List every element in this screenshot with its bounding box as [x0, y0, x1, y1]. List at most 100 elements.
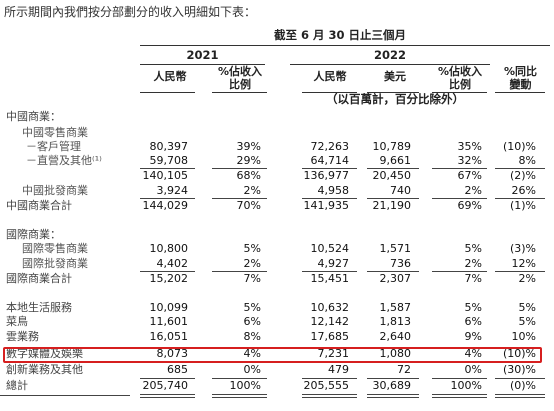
- cell-c2: 8%: [243, 330, 261, 343]
- cell-c4: 2,640: [379, 330, 412, 343]
- total-double-underline: [302, 394, 357, 395]
- row-label: 國際商業：: [6, 228, 61, 241]
- total-double-underline: [432, 397, 487, 398]
- col-growth-line1: %同比: [503, 65, 538, 78]
- cell-c4: 1,080: [379, 347, 412, 360]
- cell-c4: 9,661: [379, 154, 412, 167]
- subtotal-line: [302, 271, 357, 272]
- row-label: 創新業務及其他: [6, 363, 83, 376]
- cell-c1: 16,051: [149, 330, 189, 343]
- cell-c1: 685: [167, 363, 188, 376]
- subtotal-line: [367, 198, 419, 199]
- cell-c3: 141,935: [303, 199, 350, 212]
- cell-c1: 11,601: [149, 315, 189, 328]
- cell-c5: 35%: [457, 140, 482, 153]
- subtotal-line: [212, 198, 267, 199]
- cell-c3: 64,714: [310, 154, 350, 167]
- table-row: 總計 205,740 100% 205,555 30,689 100% (0)%: [0, 379, 554, 393]
- total-double-underline: [140, 397, 195, 398]
- row-label: 中國批發商業: [22, 184, 88, 197]
- cell-c1: 15,202: [149, 272, 189, 285]
- cell-c3: 15,451: [310, 272, 350, 285]
- cell-c1: 59,708: [149, 154, 189, 167]
- cell-c6: 12%: [511, 257, 536, 270]
- subtotal-line: [432, 378, 487, 379]
- col-pct-2021: %佔收入 比例: [210, 65, 270, 91]
- cell-c5: 2%: [464, 257, 482, 270]
- total-double-underline: [367, 397, 419, 398]
- cell-c2: 29%: [236, 154, 261, 167]
- total-label-underline: [0, 395, 130, 396]
- cell-c5: 6%: [464, 315, 482, 328]
- cell-c2: 6%: [243, 315, 261, 328]
- table-row: 雲業務 16,051 8% 17,685 2,640 9% 10%: [0, 330, 554, 344]
- subtotal-line: [212, 168, 267, 169]
- cell-c3: 4,927: [317, 257, 350, 270]
- year-2022-underline: [290, 64, 490, 65]
- table-row: 國際零售商業 10,800 5% 10,524 1,571 5% (3)%: [0, 242, 554, 256]
- cell-c6: (10)%: [502, 347, 536, 360]
- cell-c4: 1,813: [379, 315, 412, 328]
- cell-c3: 12,142: [310, 315, 350, 328]
- col-pct-2021-line1: %佔收入: [217, 65, 263, 78]
- cell-c6: 26%: [511, 184, 536, 197]
- col-underline-pct-2021: [212, 92, 267, 93]
- cell-c3: 72,263: [310, 140, 350, 153]
- cell-c3: 7,231: [317, 347, 350, 360]
- cell-c6: 8%: [518, 154, 536, 167]
- cell-c5: 100%: [450, 379, 482, 392]
- year-2022: 2022: [373, 48, 406, 62]
- row-label: 中國商業：: [6, 110, 61, 123]
- col-pct-2022-line2: 比例: [449, 78, 471, 91]
- table-row: 菜鳥 11,601 6% 12,142 1,813 6% 5%: [0, 315, 554, 329]
- total-double-underline: [495, 394, 545, 395]
- table-row: 國際批發商業 4,402 2% 4,927 736 2% 12%: [0, 257, 554, 271]
- cell-c6: 5%: [518, 315, 536, 328]
- row-label: 菜鳥: [6, 315, 28, 328]
- subtotal-line: [140, 198, 195, 199]
- cell-c4: 20,450: [372, 169, 412, 182]
- cell-c3: 17,685: [310, 330, 350, 343]
- col-underline-rmb-2021: [140, 92, 195, 93]
- cell-c6: (3)%: [509, 242, 536, 255]
- total-double-underline: [432, 394, 487, 395]
- cell-c2: 100%: [229, 379, 261, 392]
- row-label: 國際商業合計: [6, 272, 72, 285]
- cell-c5: 5%: [464, 242, 482, 255]
- subtotal-line: [367, 378, 419, 379]
- cell-c2: 68%: [236, 169, 261, 182]
- year-2021-underline: [140, 64, 265, 65]
- cell-c2: 2%: [243, 257, 261, 270]
- row-label: 國際零售商業: [22, 242, 88, 255]
- subtotal-line: [212, 271, 267, 272]
- cell-c4: 30,689: [372, 379, 412, 392]
- cell-c3: 4,958: [317, 184, 350, 197]
- subtotal-line: [302, 198, 357, 199]
- cell-c6: (1)%: [509, 199, 536, 212]
- subtotal-line: [495, 378, 545, 379]
- col-underline-pct-2022: [432, 92, 487, 93]
- subtotal-line: [140, 271, 195, 272]
- period-underline: [140, 45, 550, 46]
- total-double-underline: [302, 397, 357, 398]
- col-pct-2022: %佔收入 比例: [430, 65, 490, 91]
- cell-c3: 136,977: [303, 169, 350, 182]
- subtotal-line: [302, 168, 357, 169]
- subtotal-line: [140, 378, 195, 379]
- cell-c3: 479: [328, 363, 349, 376]
- table-row: 數字媒體及娛樂 8,073 4% 7,231 1,080 4% (10)%: [0, 347, 554, 361]
- table-row: －客戶管理 80,397 39% 72,263 10,789 35% (10)%: [0, 140, 554, 154]
- cell-c2: 70%: [236, 199, 261, 212]
- row-label: 雲業務: [6, 330, 39, 343]
- subtotal-line: [212, 378, 267, 379]
- row-label: 總計: [6, 379, 28, 392]
- col-underline-usd-2022: [367, 92, 419, 93]
- cell-c5: 32%: [457, 154, 482, 167]
- cell-c5: 2%: [464, 184, 482, 197]
- cell-c4: 10,789: [372, 140, 412, 153]
- table-row: 創新業務及其他 685 0% 479 72 0% (30)%: [0, 363, 554, 377]
- cell-c5: 67%: [457, 169, 482, 182]
- subtotal-line: [367, 271, 419, 272]
- table-row: －直營及其他⁽¹⁾ 59,708 29% 64,714 9,661 32% 8%: [0, 154, 554, 168]
- row-label: 本地生活服務: [6, 301, 72, 314]
